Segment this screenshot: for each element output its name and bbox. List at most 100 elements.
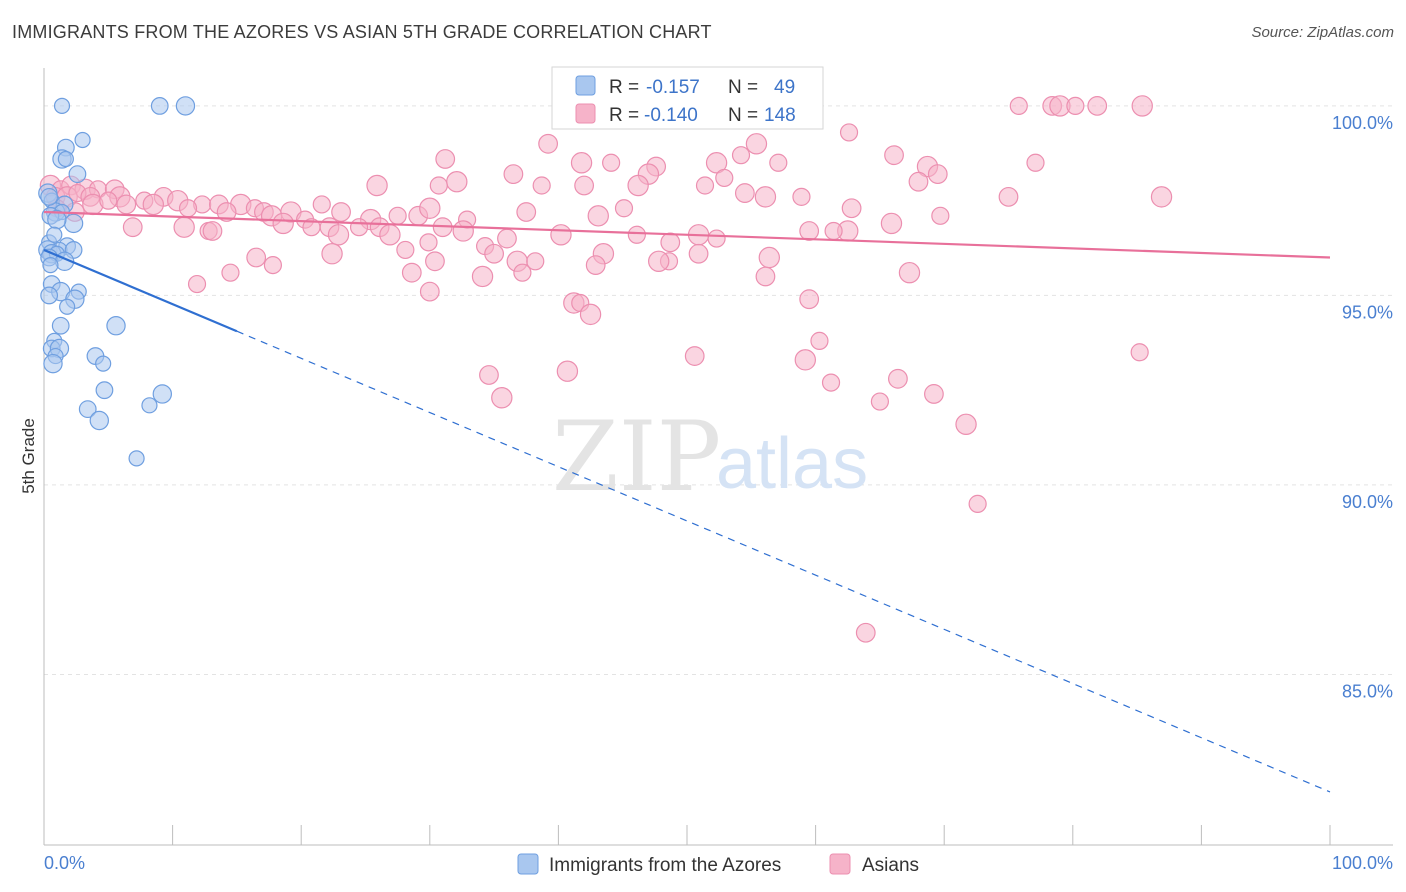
- asians-trend-line: [43, 210, 1331, 259]
- asians-point: [388, 206, 407, 225]
- series-azores-points: [38, 96, 196, 467]
- asians-point: [888, 368, 908, 389]
- asians-point: [810, 331, 829, 350]
- asians-point: [998, 186, 1019, 207]
- legend-r-value-2: -0.140: [644, 105, 698, 126]
- asians-point: [471, 265, 494, 288]
- asians-point: [758, 246, 781, 269]
- legend-r-label-2: R =: [609, 105, 639, 126]
- asians-point: [821, 373, 841, 392]
- asians-point: [794, 349, 817, 371]
- azores-point: [42, 256, 59, 274]
- asians-point: [927, 164, 948, 185]
- asians-point: [755, 266, 776, 287]
- source-label: Source: ZipAtlas.com: [1251, 24, 1394, 41]
- asians-point: [173, 216, 195, 238]
- stats-legend: R = -0.157 N = 49 R = -0.140 N = 148: [551, 66, 824, 130]
- azores-trend-solid: [43, 248, 238, 333]
- series-legend: Immigrants from the Azores Asians: [517, 853, 919, 876]
- asians-point: [556, 360, 579, 382]
- asians-point: [602, 153, 621, 172]
- asians-point: [1066, 96, 1085, 116]
- asians-point: [1087, 96, 1108, 116]
- asians-point: [908, 171, 929, 192]
- legend-n-value-2: 148: [764, 105, 796, 126]
- azores-point: [106, 316, 126, 336]
- asians-point: [429, 176, 448, 195]
- y-tick-label: 100.0%: [1332, 113, 1393, 133]
- azores-point: [40, 286, 59, 305]
- y-tick-label: 95.0%: [1342, 302, 1393, 322]
- series-legend-swatch-asians: [829, 853, 851, 875]
- legend-n-label-2: N =: [728, 105, 758, 126]
- asians-point: [695, 176, 715, 195]
- asians-point: [419, 233, 438, 252]
- asians-point: [579, 303, 602, 326]
- asians-point: [202, 221, 223, 241]
- asians-point: [321, 243, 343, 265]
- azores-point: [40, 187, 59, 206]
- asians-point: [178, 199, 198, 218]
- asians-point: [263, 255, 283, 275]
- azores-point: [53, 97, 71, 115]
- watermark: ZIP atlas: [552, 401, 868, 513]
- asians-point: [452, 220, 474, 242]
- x-ticks: [43, 825, 1331, 845]
- asians-point: [880, 212, 903, 235]
- asians-point: [707, 229, 726, 248]
- asians-point: [246, 247, 267, 268]
- trend-lines: [43, 210, 1331, 793]
- x-tick-label-max: 100.0%: [1332, 853, 1393, 873]
- asians-point: [898, 261, 921, 284]
- asians-point: [841, 198, 862, 219]
- asians-point: [538, 133, 559, 154]
- asians-point: [660, 232, 681, 253]
- asians-point: [799, 221, 820, 241]
- asians-point: [446, 171, 468, 193]
- asians-point: [884, 145, 904, 166]
- azores-trend-dashed: [236, 330, 1331, 793]
- azores-point: [43, 353, 63, 374]
- asians-point: [401, 262, 422, 283]
- asians-point: [526, 252, 545, 271]
- asians-point: [349, 218, 369, 237]
- azores-point: [95, 355, 112, 372]
- asians-point: [931, 206, 950, 225]
- y-tick-label: 85.0%: [1342, 681, 1393, 701]
- asians-point: [627, 225, 646, 244]
- asians-point: [221, 263, 240, 282]
- asians-point: [870, 392, 890, 411]
- asians-point: [585, 255, 606, 275]
- legend-n-label-1: N =: [728, 77, 758, 98]
- asians-point: [731, 146, 751, 165]
- azores-point: [152, 384, 173, 404]
- asians-point: [272, 212, 294, 235]
- asians-point: [648, 250, 670, 273]
- legend-box: [551, 66, 824, 130]
- asians-point: [1130, 343, 1149, 362]
- asians-point: [924, 384, 944, 404]
- asians-point: [532, 176, 551, 195]
- legend-swatch-pink: [575, 103, 596, 124]
- asians-point: [116, 194, 137, 215]
- legend-n-value-1: 49: [774, 77, 795, 98]
- asians-point: [513, 263, 532, 282]
- asians-point: [734, 183, 755, 203]
- asians-point: [839, 123, 859, 142]
- series-asians-points: [39, 95, 1173, 643]
- watermark-atlas: atlas: [716, 424, 868, 504]
- asians-point: [425, 251, 445, 272]
- asians-point: [1026, 153, 1045, 172]
- y-tick-labels: 85.0% 90.0% 95.0% 100.0%: [1332, 113, 1393, 702]
- asians-point: [312, 195, 331, 214]
- asians-point: [968, 494, 987, 513]
- azores-point: [78, 400, 97, 419]
- asians-point: [479, 365, 499, 385]
- azores-point: [89, 410, 109, 431]
- legend-r-value-1: -0.157: [646, 77, 700, 98]
- asians-point: [614, 199, 634, 218]
- asians-point: [792, 187, 811, 206]
- azores-point: [57, 150, 74, 168]
- azores-point: [95, 381, 114, 400]
- asians-point: [327, 224, 350, 246]
